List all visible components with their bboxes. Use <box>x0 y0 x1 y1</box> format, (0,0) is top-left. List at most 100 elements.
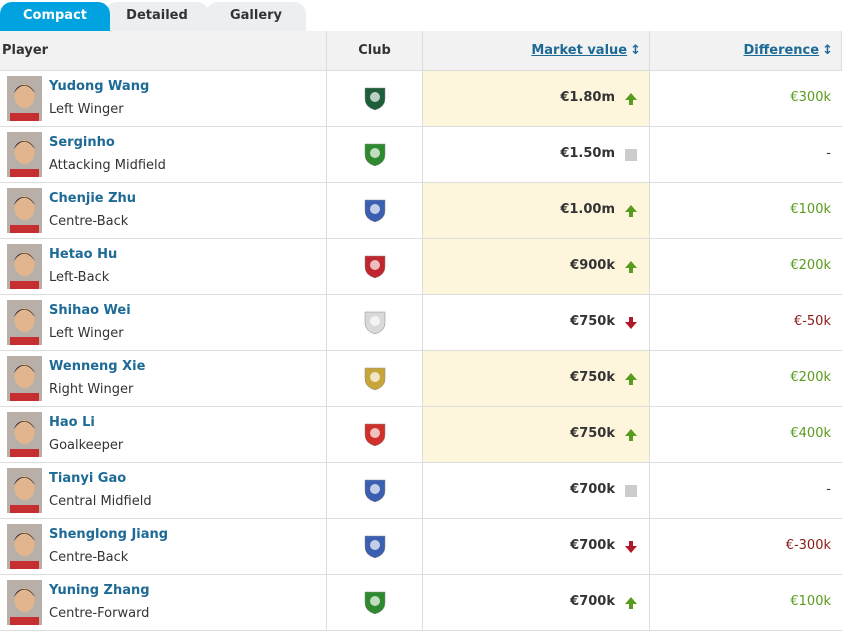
shirt <box>10 113 39 121</box>
player-name[interactable]: Chenjie Zhu <box>49 191 137 206</box>
hair <box>14 533 35 541</box>
player-photo <box>7 356 42 401</box>
club-crest[interactable] <box>362 197 388 223</box>
club-cell <box>327 71 423 126</box>
arrow-up <box>625 373 637 385</box>
difference-cell: €-300k <box>650 519 842 574</box>
crest-center <box>370 428 380 438</box>
sort-icon[interactable]: ↕ <box>822 43 833 58</box>
difference-cell: €-50k <box>650 295 842 350</box>
player-name[interactable]: Shenglong Jiang <box>49 527 169 542</box>
difference: €200k <box>790 370 831 385</box>
player-photo <box>7 468 42 513</box>
arrow-up <box>625 597 637 609</box>
difference-cell: €300k <box>650 71 842 126</box>
trend-icon <box>625 429 637 441</box>
market-value-cell: €700k <box>423 575 650 630</box>
arrow-down <box>625 317 637 329</box>
club-crest[interactable] <box>362 477 388 503</box>
player-photo <box>7 524 42 569</box>
player-name[interactable]: Hao Li <box>49 415 95 430</box>
shirt <box>10 281 39 289</box>
table-row: Hao Li Goalkeeper €750k €400k <box>0 407 842 463</box>
market-value: €700k <box>570 538 615 553</box>
player-name[interactable]: Tianyi Gao <box>49 471 127 486</box>
player-name[interactable]: Wenneng Xie <box>49 359 146 374</box>
shirt <box>10 393 39 401</box>
column-header: Player <box>0 31 327 71</box>
hair <box>14 421 35 429</box>
difference-cell: - <box>650 463 842 518</box>
arrow-up <box>625 261 637 273</box>
club-crest[interactable] <box>362 589 388 615</box>
table-row: Tianyi Gao Central Midfield €700k - <box>0 463 842 519</box>
player-photo <box>7 300 42 345</box>
crest-center <box>370 260 380 270</box>
sort-link[interactable]: Market value <box>531 43 628 58</box>
player-position: Centre-Back <box>49 214 129 229</box>
face <box>14 532 35 556</box>
market-value-cell: €750k <box>423 407 650 462</box>
club-crest[interactable] <box>362 141 388 167</box>
shirt <box>10 617 39 625</box>
arrow-up <box>625 205 637 217</box>
player-position: Centre-Forward <box>49 606 150 621</box>
player-name[interactable]: Serginho <box>49 135 115 150</box>
player-photo <box>7 244 42 289</box>
player-name[interactable]: Yudong Wang <box>49 79 150 94</box>
club-cell <box>327 575 423 630</box>
tab[interactable]: Detailed <box>105 2 209 31</box>
crest-center <box>370 596 380 606</box>
club-crest[interactable] <box>362 309 388 335</box>
player-cell: Shenglong Jiang Centre-Back <box>0 519 327 574</box>
hair <box>14 141 35 149</box>
tab[interactable]: Gallery <box>206 2 306 31</box>
face <box>14 84 35 108</box>
player-position: Left-Back <box>49 270 110 285</box>
hair <box>14 589 35 597</box>
player-table: Player Club Market value ↕ Difference ↕ Yudong… <box>0 31 842 632</box>
market-value-cell: €1.00m <box>423 183 650 238</box>
difference-cell: - <box>650 127 842 182</box>
market-value: €1.00m <box>560 202 615 217</box>
difference-cell: €200k <box>650 239 842 294</box>
arrow-up <box>625 93 637 105</box>
tab[interactable]: Compact <box>0 2 110 31</box>
market-value: €1.50m <box>560 146 615 161</box>
hair <box>14 365 35 373</box>
crest-center <box>370 148 380 158</box>
table-row: Serginho Attacking Midfield €1.50m - <box>0 127 842 183</box>
club-crest[interactable] <box>362 85 388 111</box>
crest-center <box>370 204 380 214</box>
player-name[interactable]: Yuning Zhang <box>49 583 150 598</box>
shirt <box>10 337 39 345</box>
player-cell: Hetao Hu Left-Back <box>0 239 327 294</box>
club-cell <box>327 127 423 182</box>
market-value-cell: €900k <box>423 239 650 294</box>
difference: €-300k <box>785 538 831 553</box>
player-position: Right Winger <box>49 382 134 397</box>
club-crest[interactable] <box>362 421 388 447</box>
market-value: €750k <box>570 314 615 329</box>
club-crest[interactable] <box>362 253 388 279</box>
club-crest[interactable] <box>362 365 388 391</box>
trend-icon <box>625 93 637 105</box>
club-cell <box>327 295 423 350</box>
player-name[interactable]: Shihao Wei <box>49 303 131 318</box>
market-value-cell: €1.80m <box>423 71 650 126</box>
market-value: €750k <box>570 370 615 385</box>
market-value-cell: €750k <box>423 351 650 406</box>
crest-center <box>370 484 380 494</box>
arrow-up <box>625 429 637 441</box>
club-crest[interactable] <box>362 533 388 559</box>
crest-center <box>370 540 380 550</box>
table-row: Hetao Hu Left-Back €900k €200k <box>0 239 842 295</box>
sort-icon[interactable]: ↕ <box>630 43 641 58</box>
player-name[interactable]: Hetao Hu <box>49 247 118 262</box>
table-row: Wenneng Xie Right Winger €750k €200k <box>0 351 842 407</box>
difference: €100k <box>790 202 831 217</box>
no-change <box>625 149 637 161</box>
trend-icon <box>625 317 637 329</box>
sort-link[interactable]: Difference <box>743 43 820 58</box>
